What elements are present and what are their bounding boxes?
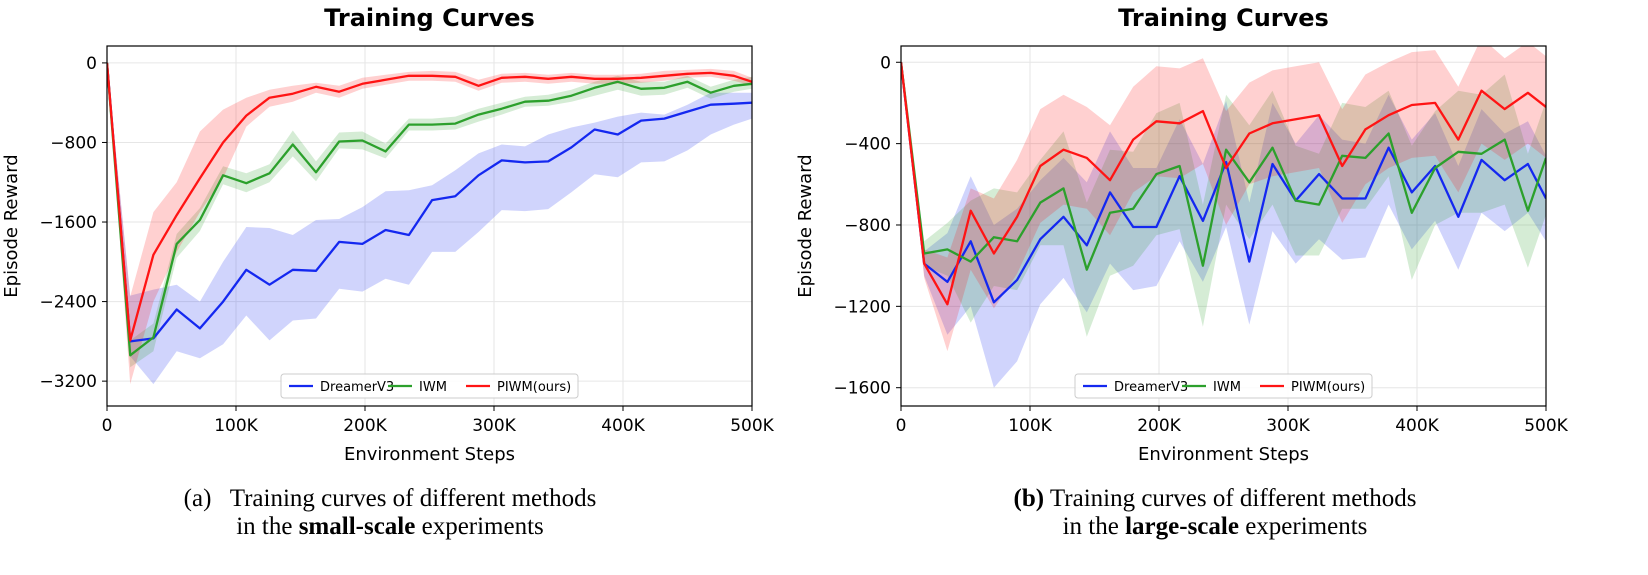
y-axis-label: Episode Reward — [795, 154, 816, 297]
legend-label-piwm: PIWM(ours) — [1291, 380, 1365, 395]
caption-large-scale-line1: (b) Training curves of different methods — [1013, 485, 1417, 512]
y-axis-label: Episode Reward — [1, 154, 22, 297]
legend-label-iwm: IWM — [419, 380, 447, 395]
iwm-confidence-band — [901, 62, 1546, 337]
x-tick-label: 500K — [1524, 416, 1568, 436]
dreamerv3-line — [107, 62, 752, 343]
y-tick-label: 0 — [880, 53, 891, 73]
legend: DreamerV3 IWM PIWM(ours) — [1074, 373, 1373, 399]
plot-frame — [900, 45, 1547, 407]
chart-title: Training Curves — [1118, 4, 1329, 32]
dreamerv3-confidence-band — [901, 62, 1546, 388]
x-tick-label: 400K — [601, 416, 645, 436]
iwm-line — [107, 62, 752, 357]
chart-large-scale: 0 100K 200K 300K 400K 500K 0 −400 −800 −1200 −1600… — [795, 4, 1569, 465]
x-tick-label: 400K — [1395, 416, 1439, 436]
caption-small-scale: (a) Training curves of different methods… — [110, 485, 670, 541]
legend-box — [280, 373, 579, 399]
y-tick-label: −400 — [844, 135, 891, 155]
legend: DreamerV3 IWM PIWM(ours) — [280, 373, 579, 399]
plot-area — [901, 46, 1546, 388]
caption-small-scale-line1: (a) Training curves of different methods — [183, 485, 597, 512]
plot-frame — [106, 45, 753, 407]
y-tick-label: −1200 — [833, 297, 891, 317]
y-tick-label: −3200 — [39, 372, 97, 392]
y-tick-label: −800 — [50, 133, 97, 153]
dreamerv3-confidence-band — [107, 62, 752, 385]
piwm-confidence-band — [901, 46, 1546, 352]
piwm-line — [901, 62, 1546, 306]
x-tick-label: 200K — [343, 416, 387, 436]
x-tick-label: 500K — [730, 416, 774, 436]
chart-title: Training Curves — [324, 4, 535, 32]
x-axis-label: Environment Steps — [1138, 444, 1309, 465]
legend-label-dreamerv3: DreamerV3 — [320, 380, 394, 395]
y-tick-label: 0 — [86, 54, 97, 74]
x-tick-label: 300K — [472, 416, 516, 436]
iwm-line — [901, 62, 1546, 271]
x-tick-label: 200K — [1137, 416, 1181, 436]
dreamerv3-line — [901, 62, 1546, 304]
x-tick-label: 300K — [1266, 416, 1310, 436]
x-tick-label: 0 — [896, 416, 907, 436]
caption-large-scale-line2: in the large-scale experiments — [1062, 513, 1368, 540]
legend-label-dreamerv3: DreamerV3 — [1114, 380, 1188, 395]
x-axis-label: Environment Steps — [344, 444, 515, 465]
y-tick-label: −2400 — [39, 293, 97, 313]
legend-label-piwm: PIWM(ours) — [497, 380, 571, 395]
x-tick-label: 0 — [102, 416, 113, 436]
legend-box — [1074, 373, 1373, 399]
x-tick-label: 100K — [1008, 416, 1052, 436]
x-tick-label: 100K — [214, 416, 258, 436]
chart-small-scale: 0 100K 200K 300K 400K 500K 0 −800 −1600 −2400 −320… — [1, 4, 775, 465]
y-tick-label: −1600 — [39, 213, 97, 233]
piwm-line — [107, 62, 752, 342]
y-tick-label: −1600 — [833, 379, 891, 399]
plot-area — [107, 62, 752, 385]
y-tick-label: −800 — [844, 216, 891, 236]
legend-label-iwm: IWM — [1213, 380, 1241, 395]
caption-large-scale: (b) Training curves of different methods… — [905, 485, 1525, 541]
caption-small-scale-line2: in the small-scale experiments — [236, 513, 544, 540]
